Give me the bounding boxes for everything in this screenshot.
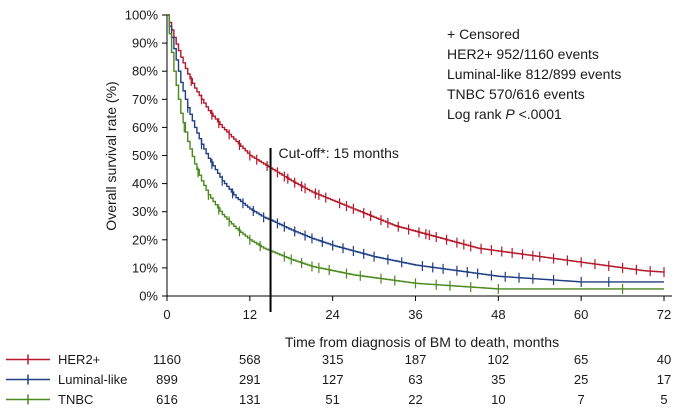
risk-value: 127 xyxy=(322,372,344,387)
risk-value: 40 xyxy=(657,352,671,367)
risk-value: 7 xyxy=(578,392,585,407)
cutoff-layer: Cut-off*: 15 months xyxy=(269,145,399,312)
y-axis-title: Overall survival rate (%) xyxy=(103,81,119,230)
y-tick-label: 50% xyxy=(132,148,158,163)
x-tick-label: 48 xyxy=(491,307,505,322)
y-axis: 0% 10% 20% 30% 40% 50% 60% 70% 80% 90% 100% xyxy=(125,8,168,304)
y-tick-label: 0% xyxy=(139,289,158,304)
risk-value: 25 xyxy=(574,372,588,387)
risk-row: HER2+ 1160 568 315 187 102 65 40 xyxy=(6,352,671,367)
y-tick-label: 10% xyxy=(132,260,158,275)
x-tick-label: 60 xyxy=(574,307,588,322)
x-axis: 0 12 24 36 48 60 72 xyxy=(163,295,672,322)
risk-value: 22 xyxy=(408,392,422,407)
legend: + Censored HER2+ 952/1160 events Luminal… xyxy=(447,26,621,122)
y-tick-label: 30% xyxy=(132,204,158,219)
risk-value: 35 xyxy=(491,372,505,387)
legend-logrank: Log rank P <.0001 xyxy=(447,106,562,122)
risk-row-name: HER2+ xyxy=(58,352,100,367)
risk-value: 65 xyxy=(574,352,588,367)
legend-tnbc: TNBC 570/616 events xyxy=(447,86,585,102)
x-tick-label: 72 xyxy=(657,307,671,322)
series-tnbc xyxy=(167,14,664,294)
x-axis-title: Time from diagnosis of BM to death, mont… xyxy=(285,334,559,350)
risk-value: 5 xyxy=(660,392,667,407)
legend-censored: + Censored xyxy=(447,26,520,42)
y-tick-label: 70% xyxy=(132,92,158,107)
y-tick-label: 60% xyxy=(132,120,158,135)
risk-value: 1160 xyxy=(153,352,181,367)
cutoff-label: Cut-off*: 15 months xyxy=(279,145,399,161)
risk-value: 63 xyxy=(408,372,422,387)
x-tick-label: 0 xyxy=(163,307,170,322)
series-layer xyxy=(167,14,665,294)
y-tick-label: 40% xyxy=(132,176,158,191)
legend-her2: HER2+ 952/1160 events xyxy=(447,46,599,62)
series-her2- xyxy=(167,14,665,278)
risk-value: 102 xyxy=(487,352,509,367)
risk-value: 187 xyxy=(405,352,427,367)
x-tick-label: 24 xyxy=(325,307,339,322)
risk-value: 10 xyxy=(491,392,505,407)
series-luminal-like xyxy=(167,14,664,287)
x-tick-label: 12 xyxy=(243,307,257,322)
risk-value: 51 xyxy=(325,392,339,407)
risk-row: Luminal-like 899 291 127 63 35 25 17 xyxy=(6,372,671,387)
risk-value: 131 xyxy=(239,392,261,407)
y-tick-label: 20% xyxy=(132,232,158,247)
legend-luminal: Luminal-like 812/899 events xyxy=(447,66,621,82)
risk-value: 315 xyxy=(322,352,344,367)
y-tick-label: 90% xyxy=(132,36,158,51)
y-tick-label: 100% xyxy=(125,8,159,23)
risk-value: 291 xyxy=(239,372,261,387)
x-tick-label: 36 xyxy=(408,307,422,322)
risk-value: 899 xyxy=(156,372,178,387)
risk-value: 616 xyxy=(156,392,178,407)
risk-value: 568 xyxy=(239,352,261,367)
risk-value: 17 xyxy=(657,372,671,387)
risk-row-name: TNBC xyxy=(58,392,93,407)
risk-table: HER2+ 1160 568 315 187 102 65 40 Luminal-like 899… xyxy=(6,352,671,407)
survival-curve-line xyxy=(167,14,664,290)
risk-row: TNBC 616 131 51 22 10 7 5 xyxy=(6,392,668,407)
y-tick-label: 80% xyxy=(132,64,158,79)
risk-row-name: Luminal-like xyxy=(58,372,127,387)
